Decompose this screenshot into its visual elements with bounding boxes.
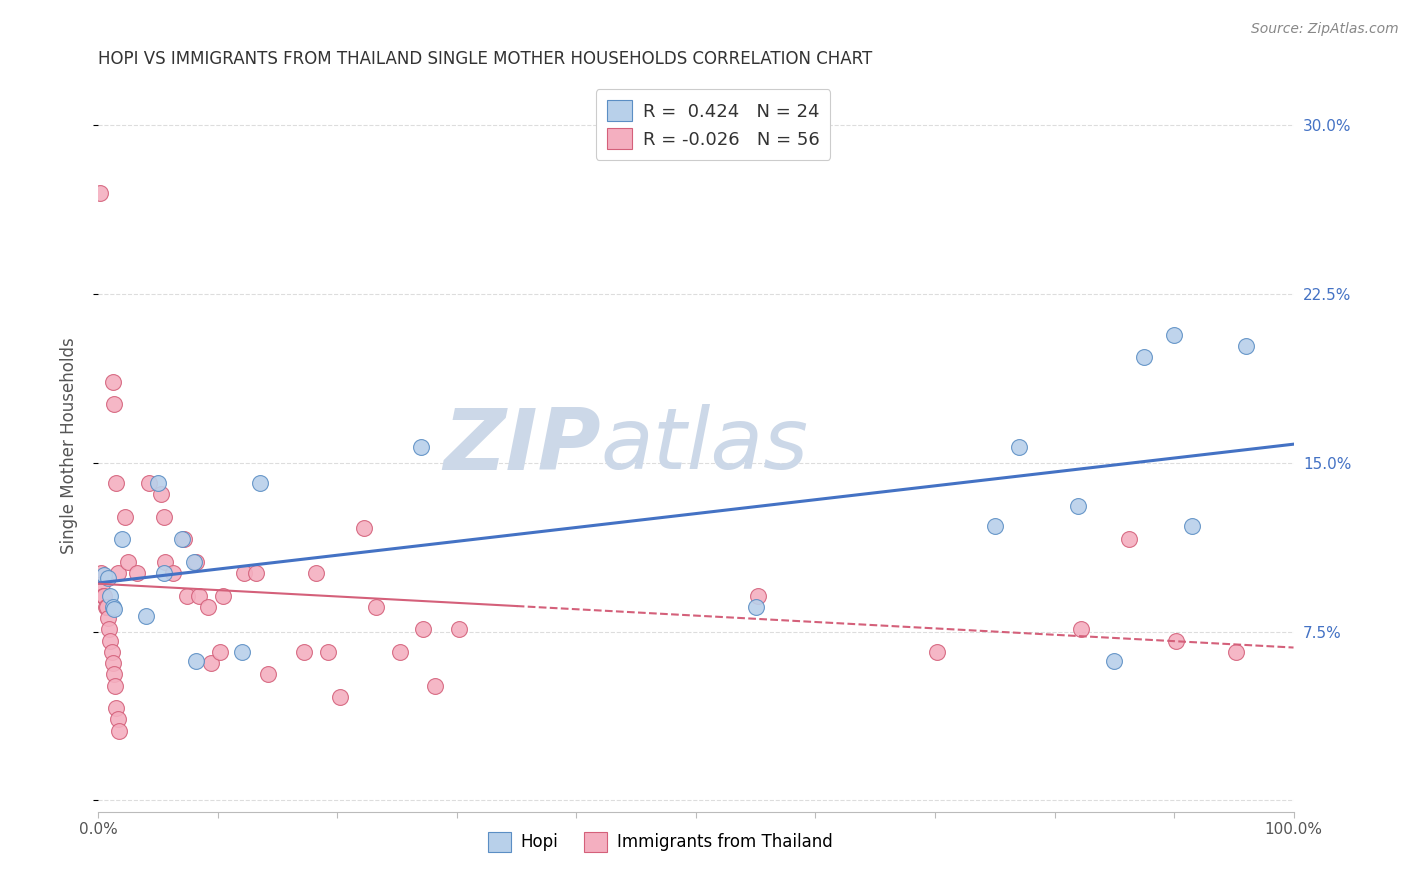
Point [89,186,111,200]
Point [353,521,375,535]
Point [153,566,176,581]
Point [107,723,129,738]
Text: Source: ZipAtlas.com: Source: ZipAtlas.com [1251,22,1399,37]
Point [305,566,328,581]
Point [98,633,122,648]
Point [211,589,233,603]
Point [1225,645,1247,659]
Point [101,375,124,389]
Point [98,623,121,637]
Point [97,611,120,625]
Point [316,645,339,659]
Point [101,656,124,670]
Point [186,555,208,569]
Point [93,568,115,582]
Point [233,566,256,581]
Point [149,487,172,501]
Point [97,571,120,585]
Point [153,509,176,524]
Point [103,602,125,616]
Point [984,519,1007,533]
Point [1008,440,1031,454]
Point [105,701,128,715]
Point [138,476,160,491]
Point [162,566,184,581]
Point [1067,499,1090,513]
Point [1133,350,1156,364]
Point [148,476,170,491]
Point [173,533,195,547]
Point [114,509,136,524]
Point [425,679,447,693]
Point [249,476,271,491]
Point [186,654,208,668]
Point [1181,519,1204,533]
Point [111,533,134,547]
Point [1166,633,1188,648]
Point [200,656,222,670]
Point [257,667,280,681]
Point [412,623,434,637]
Point [125,566,148,581]
Point [329,690,352,704]
Point [245,566,267,581]
Point [292,645,315,659]
Point [927,645,949,659]
Point [91,577,114,591]
Point [745,599,768,614]
Point [98,589,122,603]
Point [100,645,122,659]
Y-axis label: Single Mother Households: Single Mother Households [59,338,77,554]
Legend: Hopi, Immigrants from Thailand: Hopi, Immigrants from Thailand [481,826,839,858]
Point [747,589,769,603]
Point [93,589,115,603]
Point [105,476,128,491]
Point [107,566,129,581]
Point [104,679,127,693]
Point [135,608,157,623]
Text: ZIP: ZIP [443,404,600,488]
Point [91,589,114,603]
Point [411,440,433,454]
Point [94,599,117,614]
Point [231,645,253,659]
Point [187,589,209,603]
Point [101,599,124,614]
Point [117,555,139,569]
Point [176,589,198,603]
Text: atlas: atlas [600,404,808,488]
Point [103,667,125,681]
Point [1070,623,1092,637]
Point [183,555,205,569]
Point [388,645,411,659]
Point [1234,339,1257,353]
Point [103,397,125,411]
Point [107,713,129,727]
Point [197,599,219,614]
Point [1163,327,1185,342]
Point [96,599,118,614]
Point [172,533,194,547]
Point [209,645,232,659]
Point [1104,654,1126,668]
Point [364,599,387,614]
Point [449,623,471,637]
Text: HOPI VS IMMIGRANTS FROM THAILAND SINGLE MOTHER HOUSEHOLDS CORRELATION CHART: HOPI VS IMMIGRANTS FROM THAILAND SINGLE … [98,50,873,68]
Point [90,566,112,581]
Point [155,555,177,569]
Point [1118,533,1140,547]
